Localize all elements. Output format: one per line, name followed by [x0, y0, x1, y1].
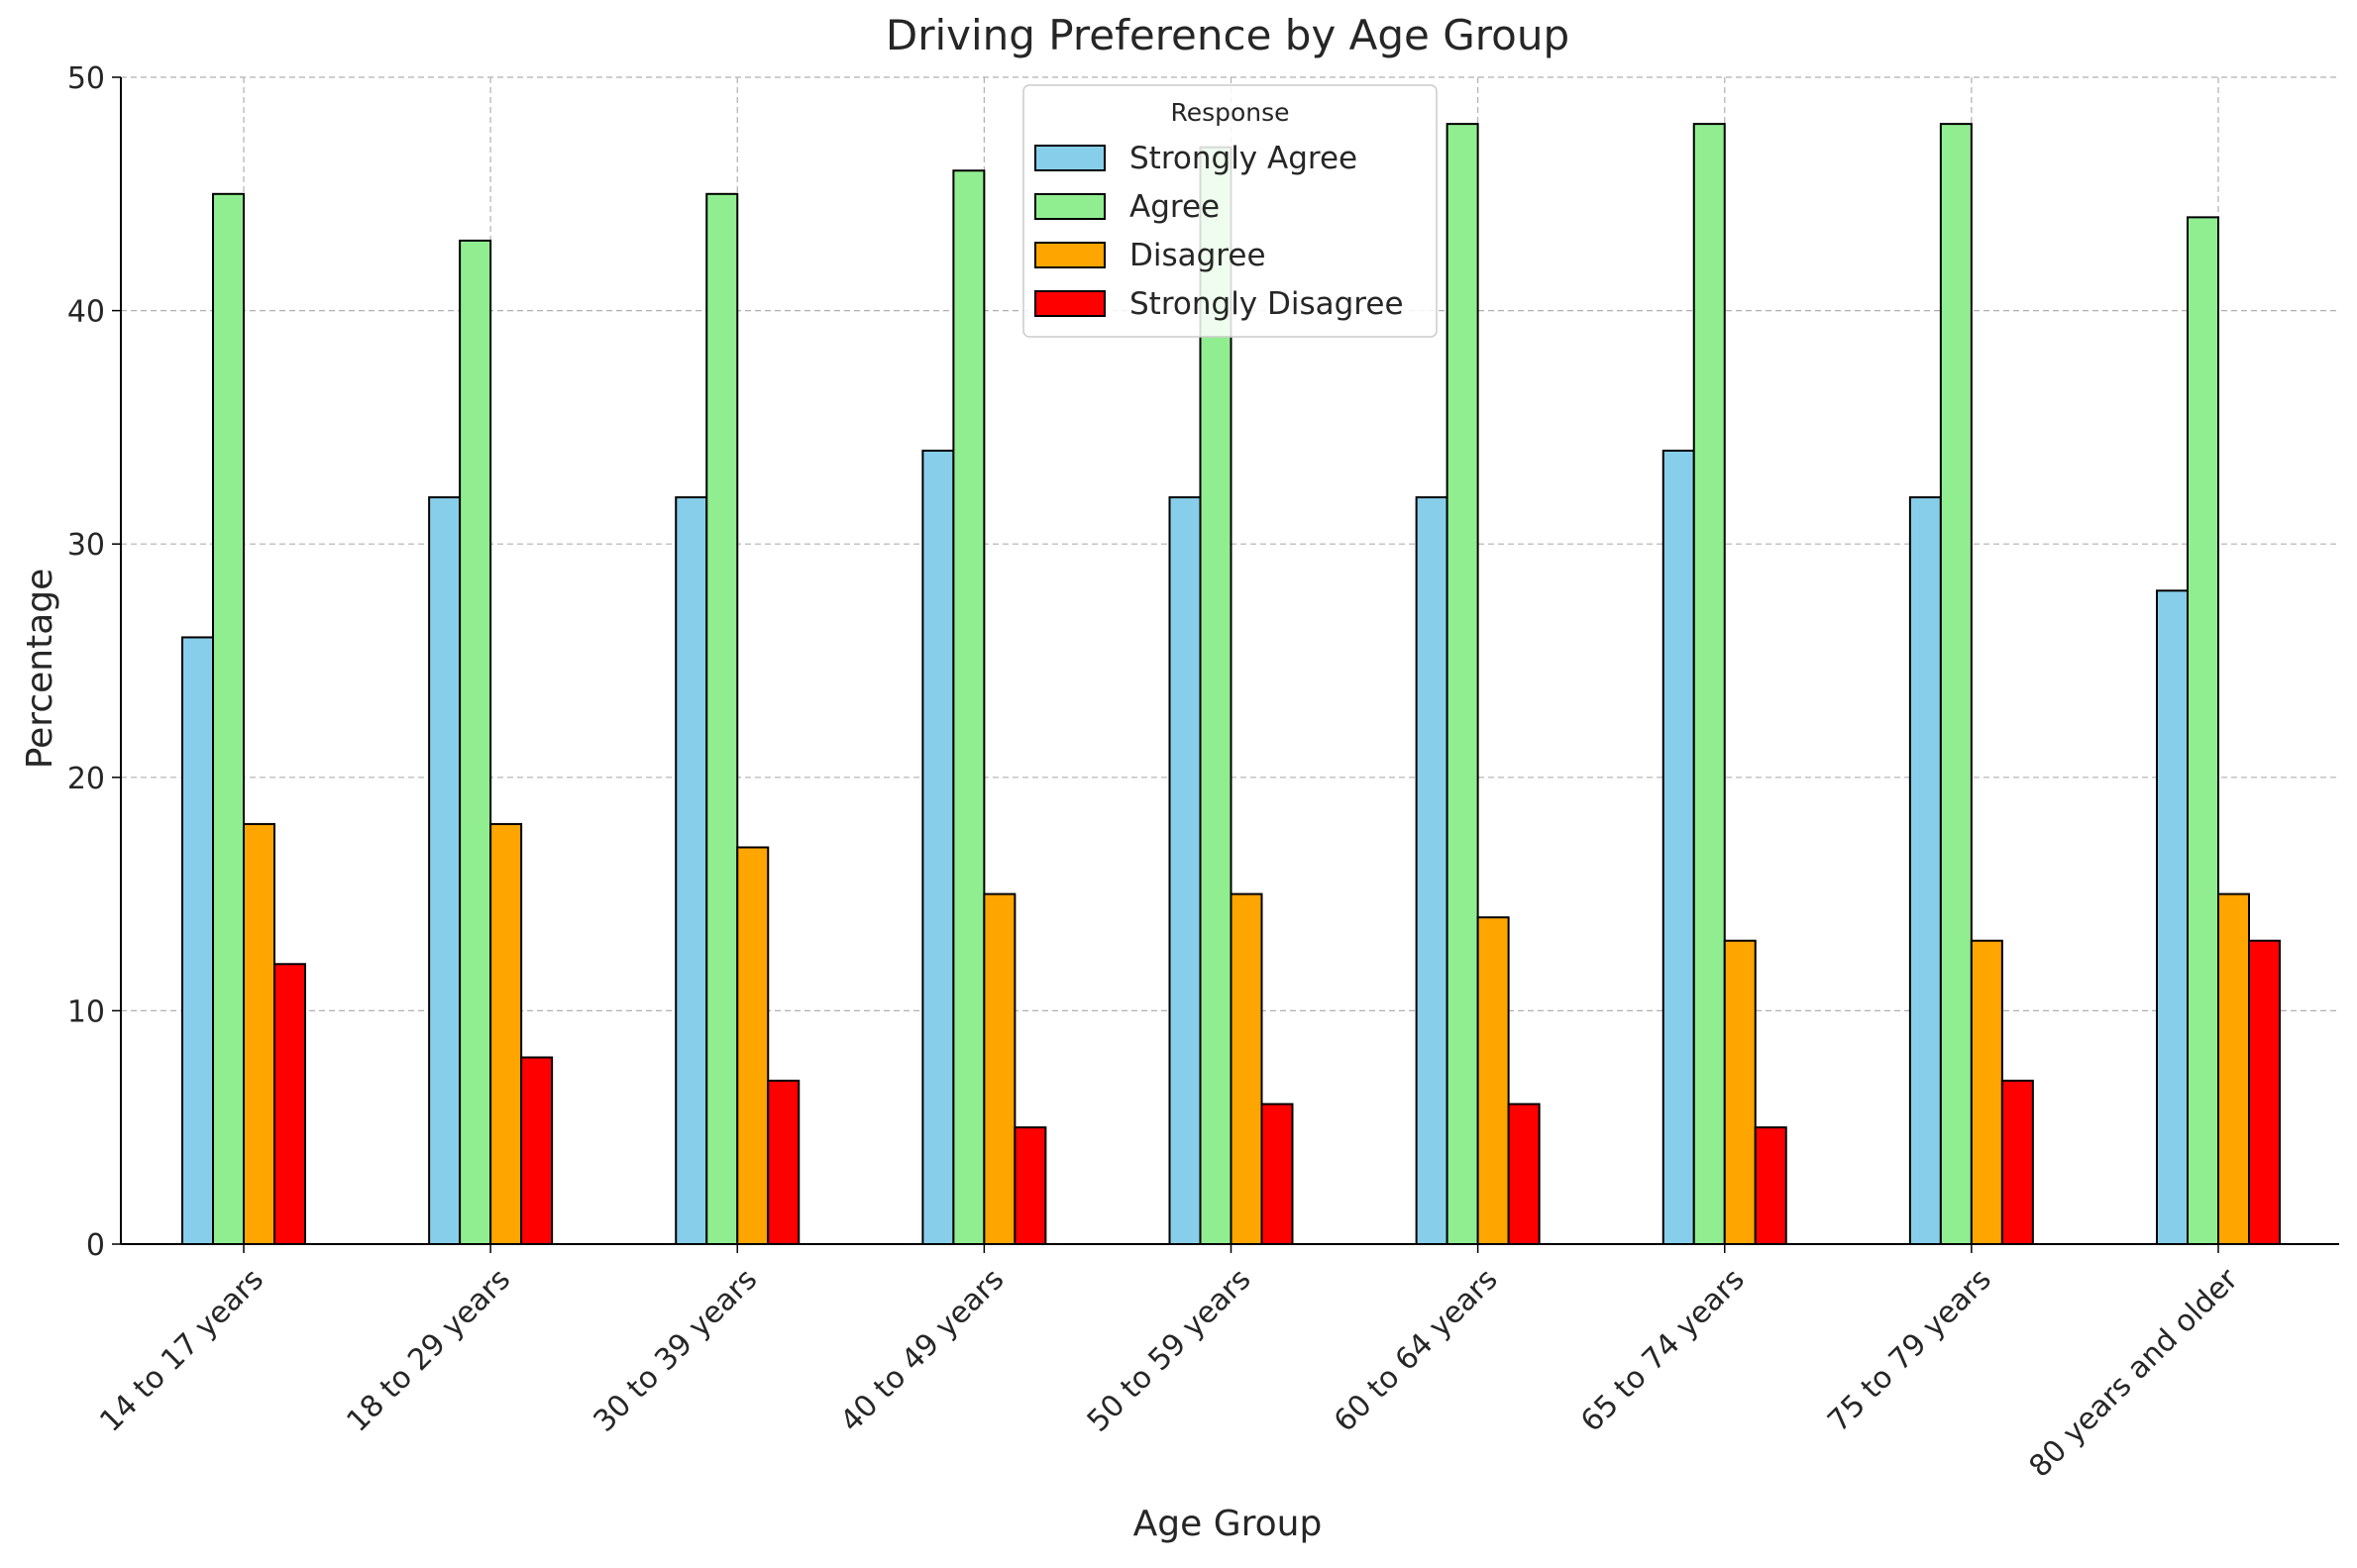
- chart-title: Driving Preference by Age Group: [886, 11, 1569, 59]
- legend-swatch: [1034, 290, 1106, 317]
- bar: [520, 1056, 554, 1246]
- y-tick-label: 0: [86, 1228, 105, 1263]
- y-tick-label: 30: [67, 528, 105, 563]
- y-tick-label: 20: [67, 762, 105, 796]
- y-tick-label: 10: [67, 994, 105, 1029]
- bar: [1260, 1102, 1294, 1246]
- bar: [428, 496, 462, 1245]
- bar: [273, 963, 306, 1246]
- x-axis-label: Age Group: [1133, 1504, 1323, 1544]
- y-tick-label: 40: [67, 295, 105, 330]
- legend-title: Response: [1170, 98, 1289, 127]
- y-axis-label: Percentage: [20, 569, 60, 770]
- legend-label: Strongly Disagree: [1129, 286, 1404, 322]
- bar: [1692, 123, 1726, 1246]
- bar: [1230, 892, 1263, 1245]
- bar: [952, 169, 986, 1246]
- bar: [1415, 496, 1448, 1245]
- bar: [1939, 123, 1973, 1246]
- legend: Response Strongly Agree Agree Disagree Stron…: [1022, 84, 1438, 338]
- legend-swatch: [1034, 242, 1106, 268]
- x-tick-label: 18 to 29 years: [340, 1262, 517, 1439]
- bar: [1970, 939, 2003, 1245]
- bar: [1908, 496, 1942, 1245]
- legend-swatch: [1034, 193, 1106, 220]
- legend-label: Agree: [1129, 189, 1220, 225]
- bar: [2248, 939, 2281, 1245]
- bar: [1446, 123, 1479, 1246]
- bar: [675, 496, 708, 1245]
- bar: [243, 822, 275, 1245]
- bar: [2156, 589, 2189, 1245]
- bar: [1014, 1126, 1047, 1245]
- bar: [1168, 496, 1202, 1245]
- bar: [705, 192, 739, 1245]
- legend-box: [1022, 84, 1438, 338]
- x-tick-label: 40 to 49 years: [834, 1262, 1012, 1439]
- y-tick-label: 50: [67, 61, 105, 96]
- bar: [2187, 216, 2219, 1246]
- x-tick-label: 30 to 39 years: [588, 1262, 765, 1439]
- bar: [181, 636, 214, 1245]
- bar: [2217, 892, 2250, 1245]
- bar: [489, 822, 523, 1245]
- bar: [1476, 916, 1510, 1245]
- x-tick-label: 50 to 59 years: [1081, 1262, 1258, 1439]
- bars-layer: [181, 123, 2281, 1246]
- bar: [459, 239, 492, 1246]
- legend-swatch: [1034, 145, 1106, 171]
- x-tick-label: 75 to 79 years: [1821, 1262, 1998, 1439]
- bar: [1754, 1126, 1787, 1245]
- x-tick-label: 65 to 74 years: [1574, 1262, 1752, 1439]
- x-tick-label: 80 years and older: [2023, 1262, 2246, 1485]
- bar: [1507, 1102, 1541, 1246]
- bar: [921, 449, 955, 1245]
- bar: [736, 846, 770, 1245]
- bar: [983, 892, 1017, 1245]
- bar: [767, 1080, 801, 1245]
- bar: [1723, 939, 1757, 1245]
- x-tick-label: 14 to 17 years: [93, 1262, 270, 1439]
- bar: [2000, 1080, 2034, 1245]
- bar: [1661, 449, 1695, 1245]
- bar: [212, 192, 245, 1245]
- x-tick-label: 60 to 64 years: [1328, 1262, 1505, 1439]
- legend-label: Disagree: [1129, 238, 1266, 273]
- legend-label: Strongly Agree: [1129, 141, 1357, 176]
